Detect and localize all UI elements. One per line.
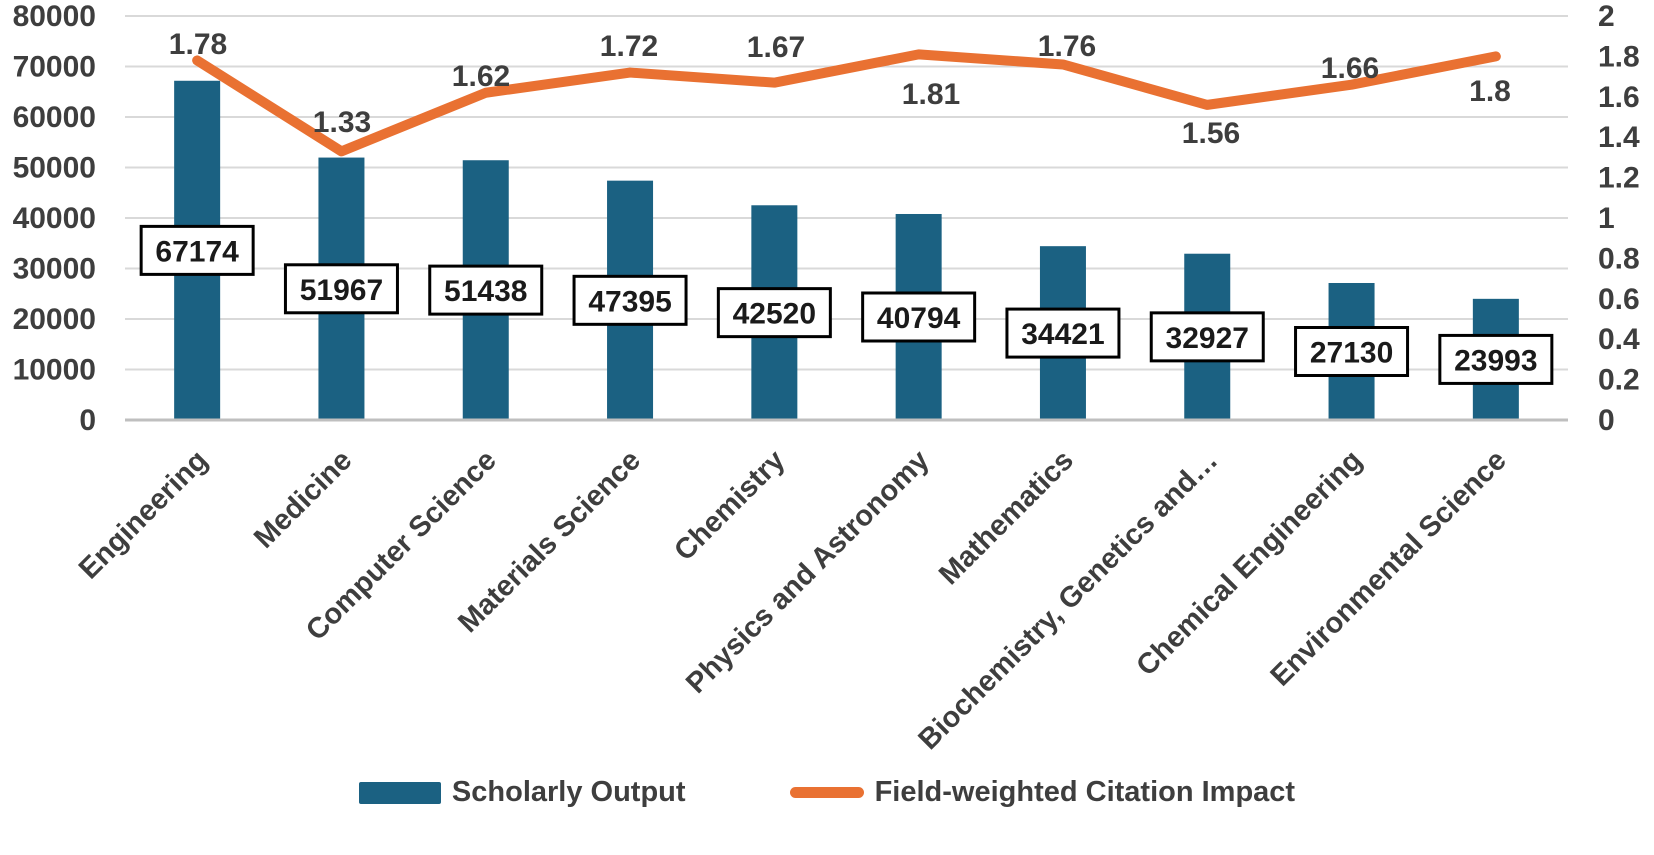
bar-value-label-chemistry: 42520: [733, 298, 816, 331]
right-axis-tick: 1.4: [1598, 121, 1640, 154]
bar-value-box-materials-science: [572, 274, 688, 326]
left-axis-tick: 20000: [13, 303, 96, 336]
bar-value-label-biochemistry-genetics-and: 32927: [1166, 322, 1249, 355]
bar-value-label-physics-and-astronomy: 40794: [877, 302, 961, 335]
right-axis-tick: 0.8: [1598, 242, 1640, 275]
category-label-biochemistry-genetics-and: Biochemistry, Genetics and…: [912, 444, 1224, 756]
bar-value-label-engineering: 67174: [155, 235, 239, 268]
fwci-point-label-medicine: 1.33: [313, 106, 371, 139]
bar-value-label-chemical-engineering: 27130: [1310, 336, 1393, 369]
legend-label-fwci: Field-weighted Citation Impact: [874, 776, 1296, 808]
bar-value-box-medicine: [283, 263, 399, 315]
fwci-point-label-physics-and-astronomy: 1.81: [902, 78, 960, 111]
bar-value-label-materials-science: 47395: [588, 285, 671, 318]
bar-value-label-environmental-science: 23993: [1454, 344, 1537, 377]
fwci-point-label-biochemistry-genetics-and: 1.56: [1182, 117, 1240, 150]
category-label-physics-and-astronomy: Physics and Astronomy: [680, 444, 935, 699]
bar-series-swatch-icon: [358, 781, 441, 804]
right-axis-tick: 1: [1598, 202, 1615, 235]
right-axis-tick: 0: [1598, 404, 1615, 437]
legend-label-scholarly-output: Scholarly Output: [451, 776, 686, 808]
fwci-point-label-chemical-engineering: 1.66: [1321, 52, 1379, 85]
right-axis-tick: 0.2: [1598, 364, 1640, 397]
fwci-point-label-materials-science: 1.72: [600, 30, 658, 63]
bar-value-box-biochemistry-genetics-and: [1149, 311, 1265, 363]
left-axis-tick: 40000: [13, 202, 96, 235]
right-axis-tick: 1.2: [1598, 162, 1640, 195]
bar-value-label-computer-science: 51438: [444, 275, 527, 308]
fwci-point-label-mathematics: 1.76: [1038, 30, 1096, 63]
right-axis-tick: 2: [1598, 0, 1615, 33]
left-axis-tick: 0: [79, 404, 96, 437]
plot-area: 80000 70000 60000 50000 40000 30000 20000 10000…: [13, 0, 1640, 756]
category-label-engineering: Engineering: [73, 444, 214, 585]
bar-value-box-chemistry: [716, 287, 832, 339]
fwci-point-label-engineering: 1.78: [169, 28, 227, 61]
left-axis-tick: 80000: [13, 0, 96, 33]
right-axis-tick: 0.6: [1598, 283, 1640, 316]
right-axis-tick: 1.6: [1598, 81, 1640, 114]
right-axis-tick: 0.4: [1598, 323, 1640, 356]
fwci-line: [192, 49, 1501, 157]
left-axis-tick: 50000: [13, 152, 96, 185]
left-axis-tick: 70000: [13, 51, 96, 84]
bar-value-box-engineering: [139, 224, 255, 276]
fwci-point-label-environmental-science: 1.8: [1469, 75, 1511, 108]
line-series-swatch-icon: [789, 787, 864, 798]
fwci-point-label-chemistry: 1.67: [747, 31, 805, 64]
bar-value-label-medicine: 51967: [300, 274, 383, 307]
category-label-chemistry: Chemistry: [668, 444, 791, 567]
category-label-medicine: Medicine: [248, 444, 358, 554]
left-axis-tick: 30000: [13, 253, 96, 286]
chart-legend: Scholarly Output Field-weighted Citation…: [0, 776, 1654, 809]
left-axis-tick: 60000: [13, 101, 96, 134]
legend-item-fwci: Field-weighted Citation Impact: [789, 776, 1296, 809]
bar-value-box-computer-science: [428, 264, 544, 316]
category-label-mathematics: Mathematics: [933, 444, 1080, 591]
bar-value-box-chemical-engineering: [1294, 325, 1410, 377]
bar-value-label-mathematics: 34421: [1021, 318, 1104, 351]
legend-item-scholarly-output: Scholarly Output: [358, 776, 686, 809]
left-axis-tick: 10000: [13, 354, 96, 387]
category-label-environmental-science: Environmental Science: [1265, 444, 1513, 692]
bar-value-box-mathematics: [1005, 307, 1121, 359]
fwci-point-label-computer-science: 1.62: [452, 60, 510, 93]
bar-value-box-environmental-science: [1438, 333, 1554, 385]
right-axis-tick: 1.8: [1598, 40, 1640, 73]
bar-value-box-physics-and-astronomy: [861, 291, 977, 343]
